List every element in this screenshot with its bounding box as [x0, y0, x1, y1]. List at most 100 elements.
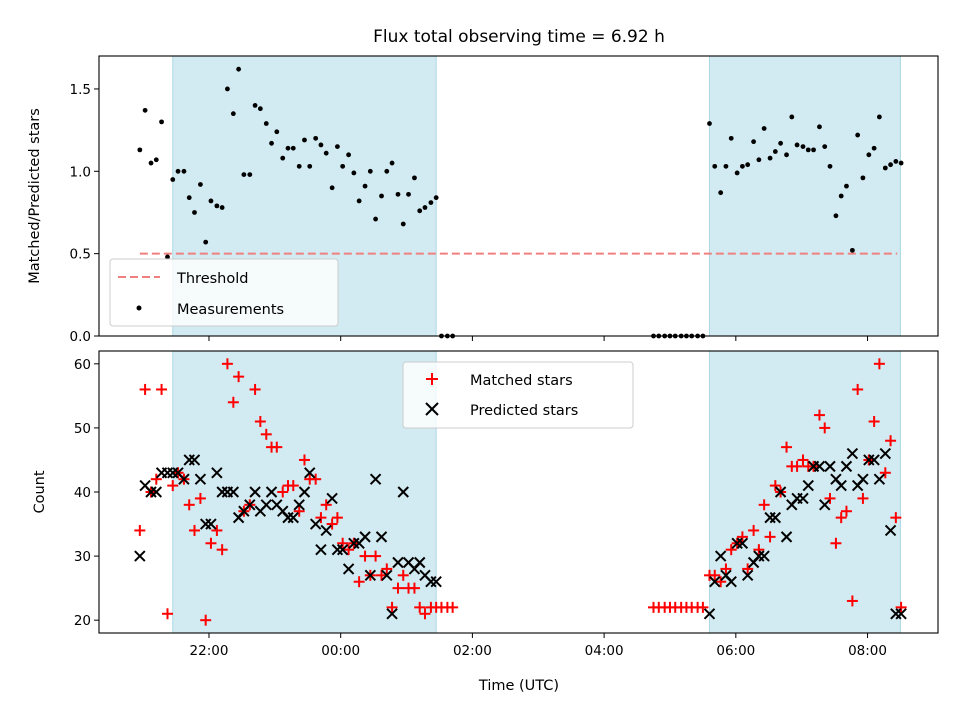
predicted-star-point	[381, 569, 393, 582]
measurement-point	[236, 66, 242, 72]
measurement-point	[379, 193, 384, 199]
matched-star-point	[835, 512, 847, 524]
predicted-star-point	[430, 576, 442, 588]
predicted-stars-legend-icon	[425, 402, 439, 416]
predicted-star-point	[287, 511, 299, 524]
y-tick-label: 20	[74, 613, 91, 629]
matched-star-point	[200, 614, 212, 626]
measurement-point	[219, 205, 225, 210]
y-tick-label: 60	[74, 357, 91, 373]
matched-star-point	[709, 569, 721, 581]
measurement-point	[203, 239, 209, 245]
measurement-point	[728, 135, 734, 141]
predicted-star-point	[736, 537, 749, 549]
matched-star-point	[697, 601, 709, 613]
measurement-point	[263, 121, 269, 126]
x-tick-label: 22:00	[190, 643, 229, 659]
measurements-legend-label: Measurements	[177, 302, 284, 318]
predicted-star-point	[873, 473, 886, 485]
matched-star-point	[819, 422, 831, 434]
measurement-point	[805, 147, 811, 153]
predicted-star-point	[741, 569, 754, 582]
matched-star-point	[381, 563, 393, 575]
matched-star-point	[397, 569, 409, 581]
matched-star-point	[227, 396, 239, 408]
predicted-star-point	[835, 479, 847, 492]
measurement-point	[356, 198, 362, 204]
predicted-star-point	[884, 524, 897, 537]
matched-star-point	[748, 524, 760, 536]
matched-star-point	[890, 512, 902, 524]
predicted-star-point	[315, 543, 327, 556]
measurement-point	[280, 155, 286, 161]
matched-star-point	[753, 544, 765, 556]
matched-star-point	[725, 544, 737, 556]
predicted-star-point	[386, 608, 398, 620]
measurement-point	[367, 168, 373, 174]
predicted-star-point	[150, 486, 163, 498]
matched-star-point	[188, 524, 200, 536]
top-y-axis: 0.0 0.5 1.0 1.5	[70, 82, 99, 345]
measurement-point	[849, 247, 855, 253]
measurement-point	[833, 213, 839, 219]
y-tick-label: 0.0	[70, 329, 91, 345]
top-panel: 0.0 0.5 1.0 1.5 Matched/Predicted stars Thr…	[27, 55, 939, 345]
matched-star-point	[873, 358, 885, 370]
y-tick-label: 1.0	[70, 164, 91, 180]
measurement-point	[871, 145, 877, 151]
measurement-point	[346, 152, 351, 158]
predicted-star-point	[840, 460, 853, 473]
measurement-point	[888, 162, 893, 168]
predicted-star-point	[304, 467, 316, 479]
matched-star-point	[167, 480, 179, 492]
measurement-point	[723, 163, 729, 169]
predicted-star-point	[298, 486, 311, 498]
measurement-point	[838, 193, 844, 199]
matched-star-point	[156, 383, 168, 395]
measurement-point	[373, 216, 378, 222]
chart-title: Flux total observing time = 6.92 h	[373, 27, 665, 47]
measurement-point	[740, 163, 745, 169]
measurement-point	[778, 140, 784, 146]
measurement-point	[214, 203, 220, 209]
y-tick-label: 1.5	[70, 82, 91, 98]
measurement-point	[751, 139, 757, 145]
matched-star-point	[769, 480, 781, 492]
measurement-point	[860, 175, 866, 181]
measurement-point	[876, 114, 882, 120]
measurement-point	[789, 114, 795, 120]
measurement-point	[274, 129, 280, 135]
y-tick-label: 50	[74, 421, 91, 437]
measurement-point	[230, 111, 236, 117]
measurement-point	[406, 191, 411, 197]
measurement-point	[882, 165, 888, 171]
measurement-point	[422, 205, 428, 210]
measurement-point	[412, 175, 417, 181]
predicted-star-point	[369, 473, 382, 485]
matched-star-point	[277, 486, 289, 498]
predicted-stars-legend-label: Predicted stars	[470, 403, 578, 419]
matched-star-point	[392, 582, 404, 594]
measurement-point	[247, 172, 253, 177]
bottom-legend-box	[402, 361, 634, 429]
top-legend-box	[109, 258, 339, 327]
matched-star-point	[233, 371, 245, 383]
predicted-star-point	[375, 531, 388, 543]
matched-star-point	[315, 512, 327, 524]
predicted-star-point	[188, 454, 201, 466]
matched-star-point	[895, 601, 907, 613]
predicted-star-point	[336, 543, 349, 556]
matched-star-point	[310, 473, 322, 485]
matched-star-point	[386, 601, 398, 613]
bottom-legend: Matched stars Predicted stars	[402, 361, 634, 429]
measurement-point	[417, 208, 423, 214]
measurement-point	[794, 142, 800, 148]
predicted-star-point	[249, 486, 261, 498]
matched-star-point	[205, 537, 217, 549]
measurement-point	[198, 182, 203, 187]
measurement-point	[822, 144, 828, 149]
matched-star-point	[134, 524, 146, 536]
measurement-point	[756, 157, 762, 163]
count-series	[134, 358, 907, 626]
